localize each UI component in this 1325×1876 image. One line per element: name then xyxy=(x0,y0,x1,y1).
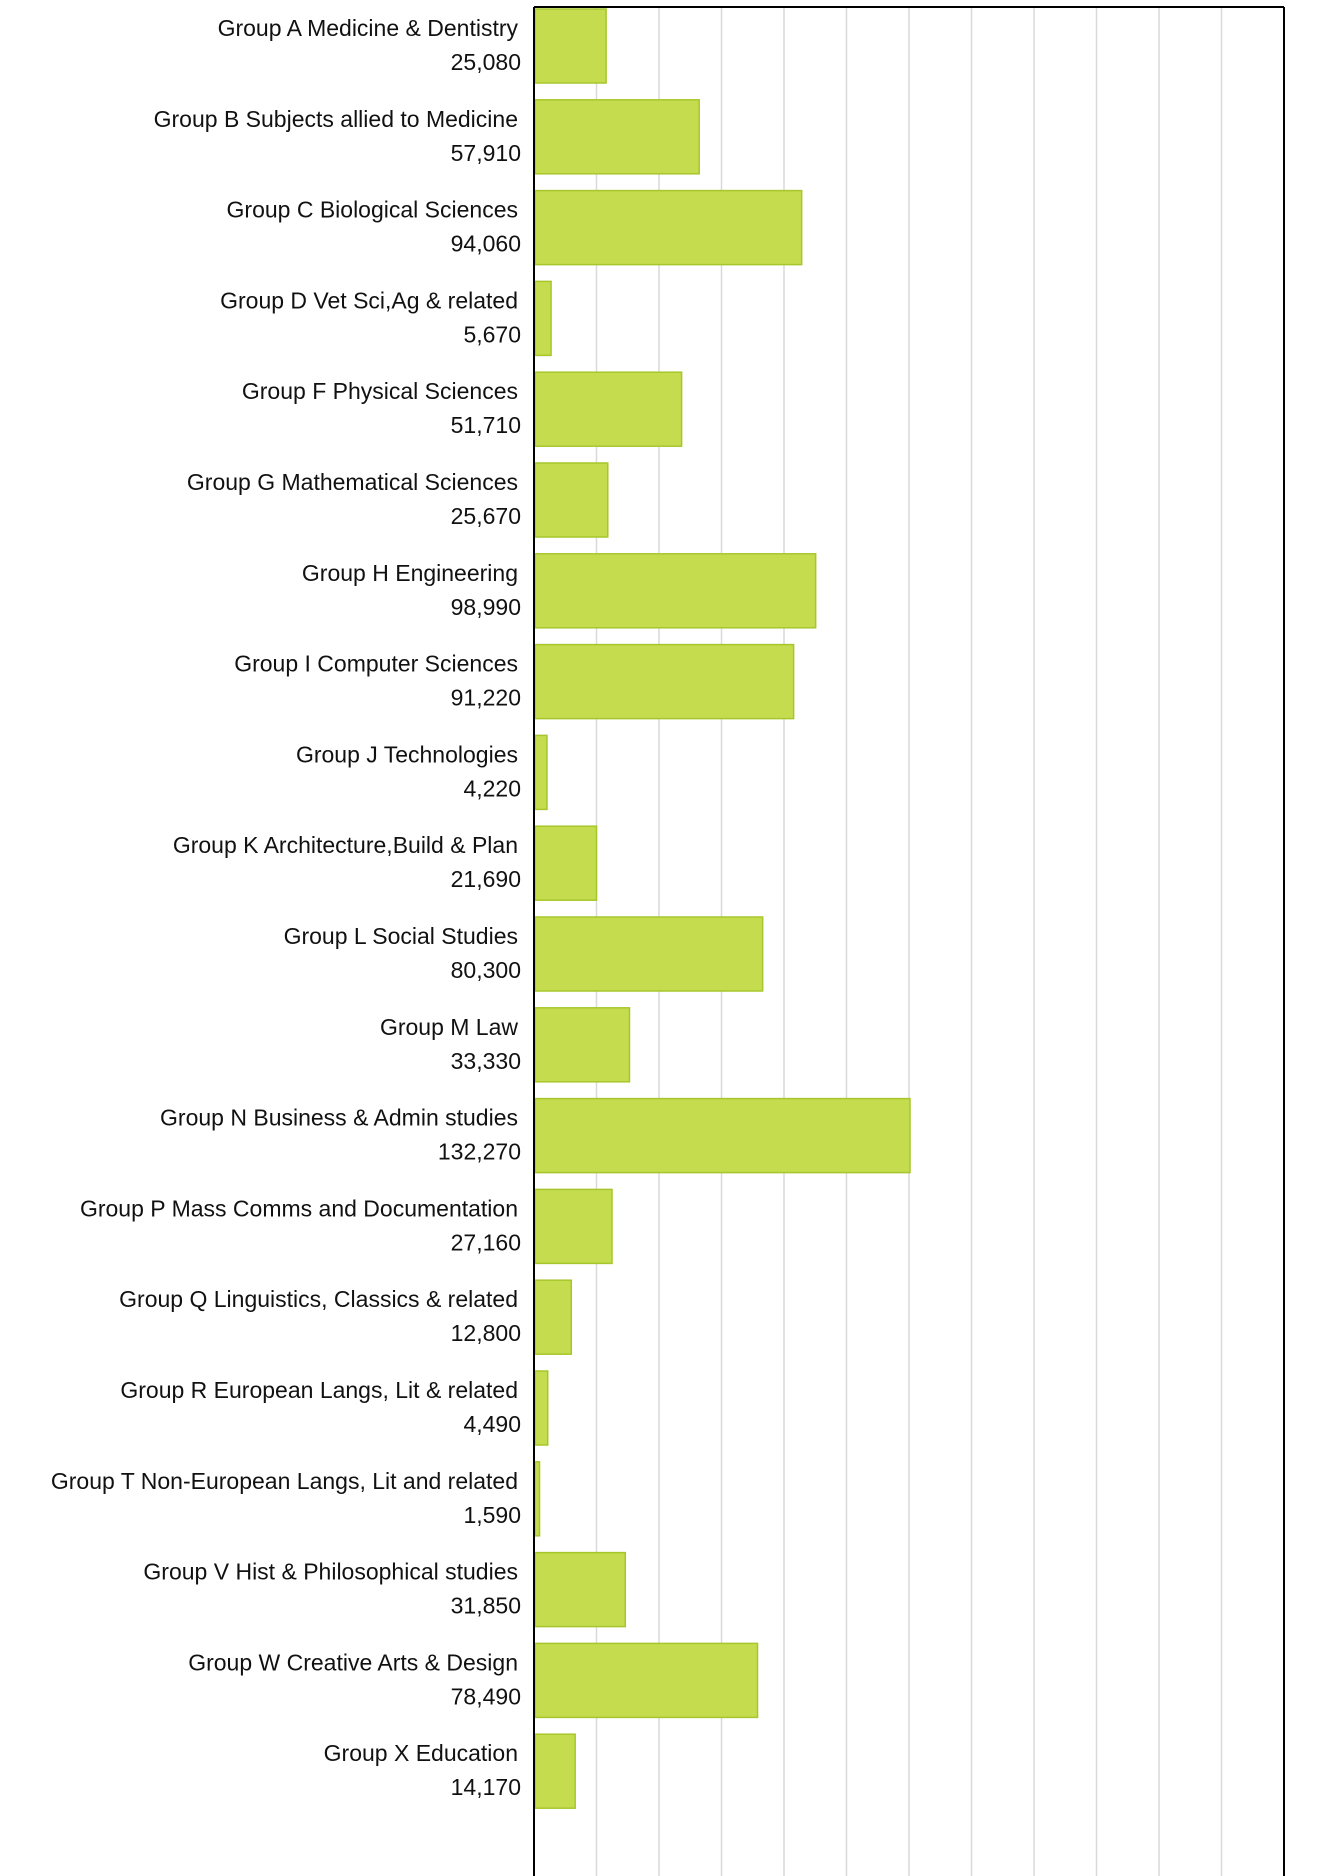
category-label: Group G Mathematical Sciences xyxy=(187,469,518,495)
category-label: Group D Vet Sci,Ag & related xyxy=(220,287,518,313)
value-label: 98,990 xyxy=(451,594,521,620)
category-label: Group A Medicine & Dentistry xyxy=(218,15,519,41)
bar xyxy=(534,1007,631,1083)
value-label: 80,300 xyxy=(451,957,521,983)
value-label: 4,220 xyxy=(463,775,521,801)
value-label: 31,850 xyxy=(451,1593,521,1619)
bar xyxy=(534,734,548,811)
bar xyxy=(534,462,609,538)
bar xyxy=(534,280,552,357)
value-label: 25,080 xyxy=(451,49,521,75)
category-label: Group P Mass Comms and Documentation xyxy=(80,1195,518,1221)
bar xyxy=(534,189,803,266)
value-label: 33,330 xyxy=(451,1048,521,1074)
value-label: 25,670 xyxy=(451,503,521,529)
category-label: Group H Engineering xyxy=(302,560,518,586)
value-label: 14,170 xyxy=(451,1774,521,1800)
value-label: 132,270 xyxy=(438,1139,521,1165)
bar xyxy=(534,99,700,175)
bar xyxy=(534,1370,549,1446)
value-label: 1,590 xyxy=(463,1502,521,1528)
value-label: 12,800 xyxy=(451,1320,521,1346)
bar xyxy=(534,1461,541,1537)
value-label: 91,220 xyxy=(451,685,521,711)
category-label: Group M Law xyxy=(380,1014,518,1040)
bar xyxy=(534,1642,759,1719)
category-label: Group F Physical Sciences xyxy=(242,378,518,404)
category-label: Group R European Langs, Lit & related xyxy=(120,1377,518,1403)
category-label: Group I Computer Sciences xyxy=(234,651,518,677)
category-label: Group Q Linguistics, Classics & related xyxy=(119,1286,518,1312)
bars xyxy=(534,8,911,1809)
value-label: 51,710 xyxy=(451,412,521,438)
bar xyxy=(534,643,795,720)
category-label: Group X Education xyxy=(324,1740,518,1766)
bar xyxy=(534,1551,627,1628)
bar xyxy=(534,553,817,629)
category-label: Group L Social Studies xyxy=(284,923,518,949)
category-label: Group J Technologies xyxy=(296,741,518,767)
bar xyxy=(534,1097,911,1174)
bar xyxy=(534,825,598,901)
category-label: Group N Business & Admin studies xyxy=(160,1105,518,1131)
value-label: 4,490 xyxy=(463,1411,521,1437)
category-label: Group K Architecture,Build & Plan xyxy=(173,832,518,858)
category-label: Group V Hist & Philosophical studies xyxy=(143,1559,518,1585)
value-label: 94,060 xyxy=(451,231,521,257)
value-label: 78,490 xyxy=(451,1683,521,1709)
category-label: Group W Creative Arts & Design xyxy=(188,1649,518,1675)
bar xyxy=(534,916,764,992)
bar xyxy=(534,1279,573,1355)
value-label: 57,910 xyxy=(451,140,521,166)
category-labels: Group A Medicine & Dentistry 25,080 Group … xyxy=(51,15,521,1800)
category-label: Group B Subjects allied to Medicine xyxy=(154,106,518,132)
value-label: 21,690 xyxy=(451,866,521,892)
bar xyxy=(534,8,607,84)
value-label: 5,670 xyxy=(463,321,521,347)
bar xyxy=(534,1733,576,1809)
bar xyxy=(534,371,683,447)
category-label: Group T Non-European Langs, Lit and rela… xyxy=(51,1468,518,1494)
bar xyxy=(534,1188,613,1265)
value-label: 27,160 xyxy=(451,1229,521,1255)
category-label: Group C Biological Sciences xyxy=(227,197,518,223)
